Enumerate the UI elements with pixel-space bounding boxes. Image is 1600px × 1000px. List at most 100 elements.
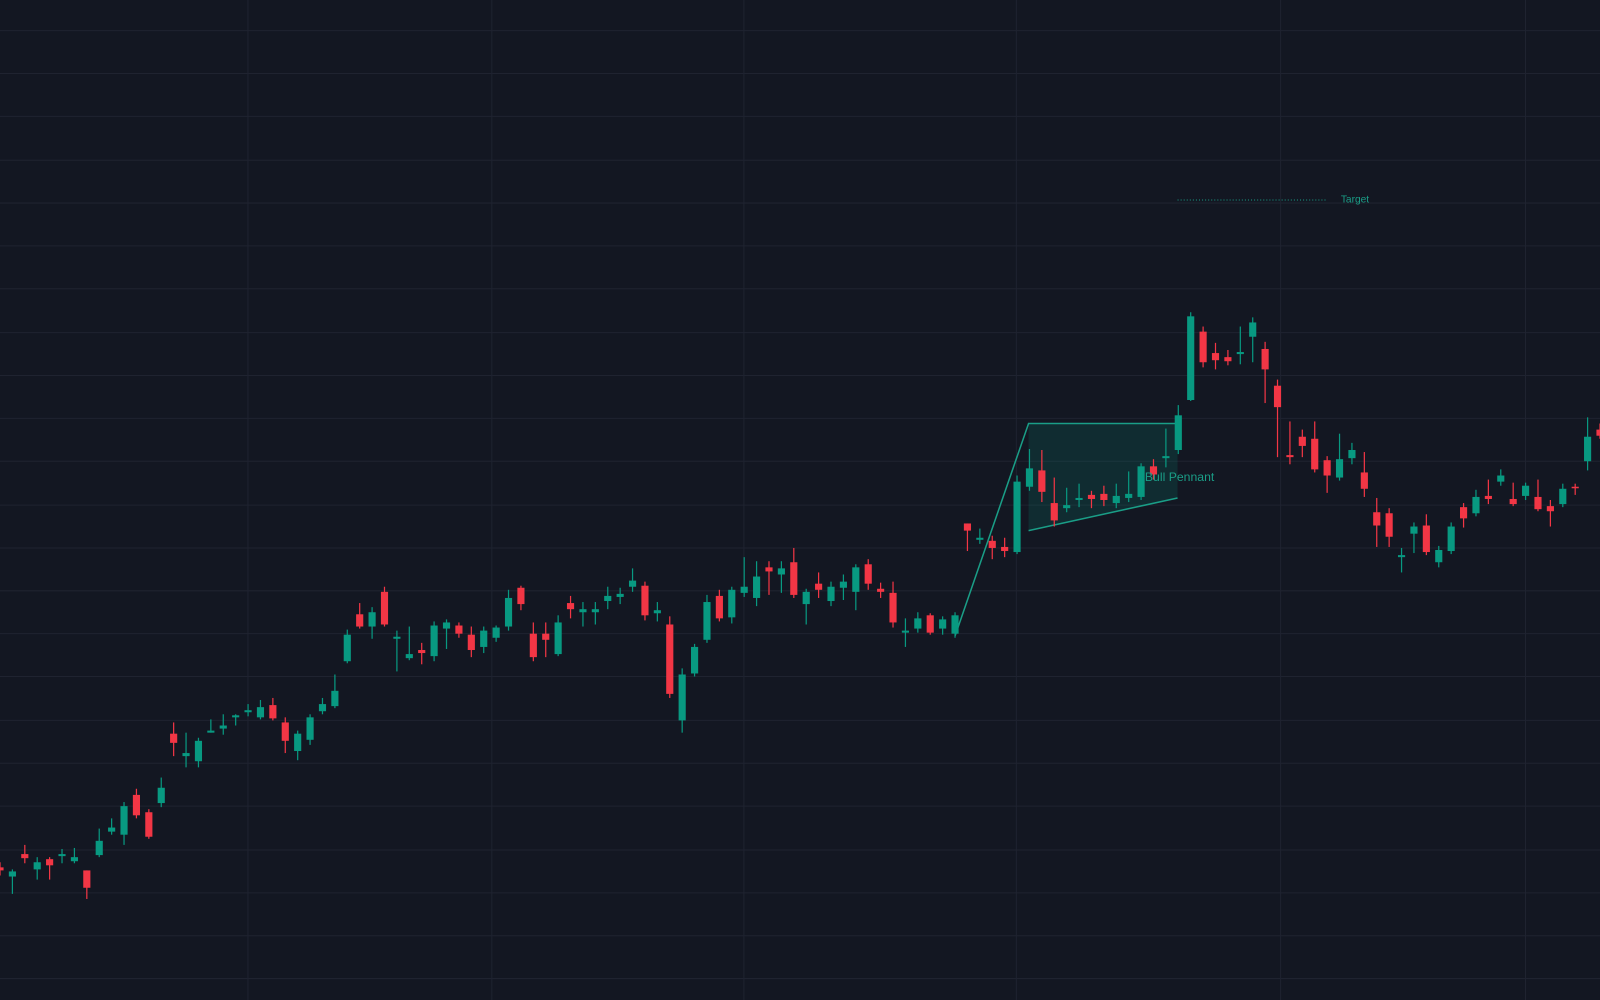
candle-body xyxy=(21,854,29,859)
candle-body xyxy=(703,602,711,640)
candle-body xyxy=(1522,485,1530,496)
candle-body xyxy=(1385,513,1393,537)
candles xyxy=(0,312,1600,899)
candle-body xyxy=(790,562,798,595)
candle-body xyxy=(641,585,649,616)
candle-body xyxy=(83,870,91,888)
candle-body xyxy=(604,595,612,602)
candle-body xyxy=(926,615,934,633)
candle-body xyxy=(740,586,748,593)
candle-body xyxy=(145,812,153,837)
candle-body xyxy=(504,597,513,627)
pattern xyxy=(954,199,1327,636)
candle-body xyxy=(1571,486,1579,489)
candle-body xyxy=(554,622,562,655)
candle-body xyxy=(46,859,54,866)
candle-body xyxy=(232,715,240,718)
candle-body xyxy=(1311,438,1319,470)
candle-body xyxy=(1187,316,1195,400)
candle-body xyxy=(1410,526,1418,534)
candle-body xyxy=(331,690,339,707)
candle-body xyxy=(728,589,736,618)
candle-body xyxy=(1087,494,1096,499)
candle-body xyxy=(1249,322,1257,337)
candle-body xyxy=(1472,496,1480,514)
candle-body xyxy=(889,592,897,623)
candle-body xyxy=(170,733,178,743)
candle-body xyxy=(1373,512,1381,526)
candle-body xyxy=(666,624,674,694)
candle-body xyxy=(294,733,302,752)
candle-body xyxy=(1001,546,1009,552)
candle-body xyxy=(368,612,376,627)
candle-body xyxy=(1038,470,1046,492)
candle-body xyxy=(1224,357,1232,362)
candle-body xyxy=(951,615,959,634)
candle-body xyxy=(1534,496,1542,510)
candle-body xyxy=(1286,455,1294,458)
candle-body xyxy=(1335,459,1344,478)
candle-body xyxy=(1422,525,1430,553)
candle-body xyxy=(864,564,872,584)
candle-body xyxy=(901,630,909,633)
candle-body xyxy=(1447,526,1455,552)
candle-body xyxy=(715,595,723,619)
target-label: Target xyxy=(1341,195,1369,206)
candle-body xyxy=(1149,466,1158,475)
candle-body xyxy=(591,609,599,613)
candle-body xyxy=(256,707,265,718)
candle-body xyxy=(157,787,165,804)
candle-body xyxy=(1298,436,1306,446)
candle-body xyxy=(430,625,438,657)
candle-body xyxy=(1162,456,1170,459)
candle-body xyxy=(455,625,463,634)
candle-body xyxy=(132,794,141,816)
candle-body xyxy=(628,580,637,587)
candle-body xyxy=(566,603,575,610)
candle-body xyxy=(33,862,41,870)
candle-body xyxy=(219,725,227,729)
candle-body xyxy=(1112,495,1120,504)
candle-body xyxy=(765,567,773,572)
candle-body xyxy=(1584,436,1592,462)
candle-body xyxy=(1211,353,1220,361)
candle-body xyxy=(442,622,451,629)
candle-body xyxy=(939,619,947,629)
pennant-lower xyxy=(1028,497,1178,532)
candle-body xyxy=(1174,415,1182,450)
candle-body xyxy=(1360,472,1368,489)
candle-body xyxy=(343,634,351,662)
candle-body xyxy=(1397,555,1406,558)
candle-body xyxy=(839,581,847,588)
candle-body xyxy=(815,583,823,590)
candle-body xyxy=(1348,450,1356,459)
candle-body xyxy=(517,587,525,605)
candle-body xyxy=(542,633,550,640)
candle-body xyxy=(1261,348,1269,370)
candle-body xyxy=(1137,466,1145,497)
candle-body xyxy=(8,871,16,877)
candle-body xyxy=(1075,497,1083,500)
pennant-upper xyxy=(954,422,1178,636)
candle-body xyxy=(691,646,699,674)
candle-body xyxy=(827,586,835,602)
candle-body xyxy=(802,591,810,605)
candle-body xyxy=(1596,429,1600,436)
candle-body xyxy=(1459,507,1468,519)
candle-body xyxy=(120,806,128,835)
candle-body xyxy=(653,610,661,614)
candle-body xyxy=(1013,481,1021,553)
candle-body xyxy=(244,710,252,713)
candle-body xyxy=(281,722,289,741)
candle-body xyxy=(777,568,785,575)
candle-body xyxy=(380,591,389,625)
candle-body xyxy=(1125,493,1133,498)
candle-body xyxy=(492,627,500,638)
candle-body xyxy=(194,740,203,762)
candle-body xyxy=(852,567,860,592)
candle-body xyxy=(70,857,78,862)
candle-body xyxy=(976,537,984,540)
